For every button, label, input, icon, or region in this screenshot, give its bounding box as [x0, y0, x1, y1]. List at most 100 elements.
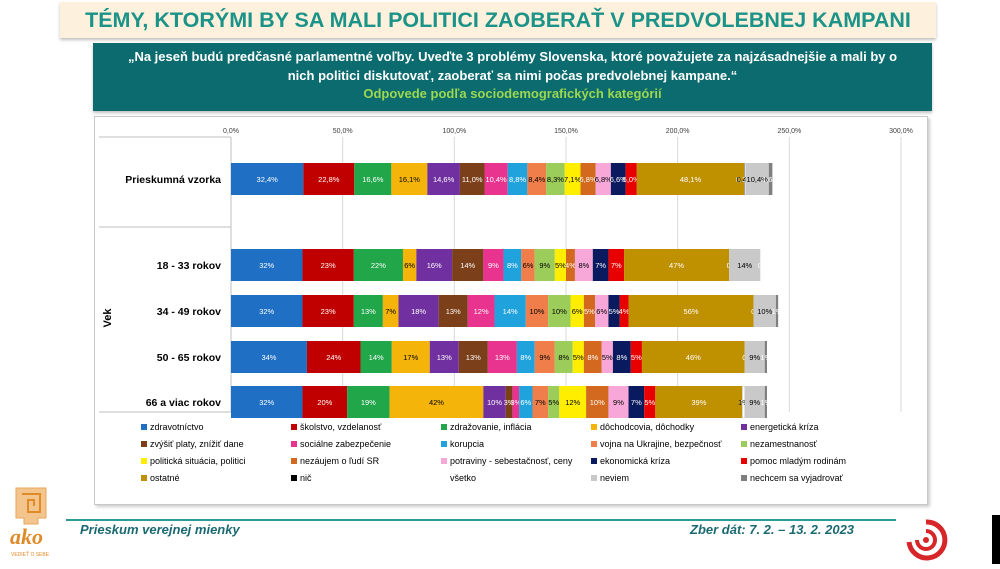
footer-divider [66, 519, 896, 521]
bar-segment [580, 163, 596, 195]
x-tick-label: 200,0% [666, 128, 690, 135]
data-label: 10,4% [485, 175, 507, 184]
bar-segment [583, 295, 596, 327]
data-label: 9% [749, 353, 760, 362]
data-label: 10% [552, 307, 567, 316]
bar-segment [507, 163, 528, 195]
legend-label: politická situácia, politici [150, 456, 246, 466]
bar-segment [583, 341, 602, 373]
bar-segment [503, 249, 522, 281]
x-tick-label: 150,0% [554, 128, 578, 135]
x-tick-label: 250,0% [777, 128, 801, 135]
data-label: 19% [361, 398, 376, 407]
data-label: 7% [385, 307, 396, 316]
bar-segment [525, 295, 549, 327]
bar-segment [487, 341, 517, 373]
bar-segment [354, 163, 392, 195]
bar-segment [546, 163, 565, 195]
bar-segment [608, 249, 625, 281]
bar-segment [302, 295, 354, 327]
bar-segment [398, 295, 439, 327]
data-label: 7% [535, 398, 546, 407]
legend-swatch [291, 475, 297, 481]
bar-segment [559, 386, 587, 418]
bar-segment [554, 341, 573, 373]
logo-tagline: VEDIEŤ O SEBE [11, 550, 50, 558]
bar-segment [429, 341, 459, 373]
bar-segment [302, 386, 348, 418]
data-label: 12% [474, 307, 489, 316]
bar-segment [608, 295, 620, 327]
legend-swatch [291, 424, 297, 430]
data-label: 3% [510, 398, 521, 407]
legend-swatch [591, 424, 597, 430]
data-label: 8% [520, 353, 531, 362]
bar-segment [641, 341, 745, 373]
data-label: 14% [460, 261, 475, 270]
bar-segment [595, 163, 611, 195]
bar-segment [595, 295, 609, 327]
data-label: 13% [361, 307, 376, 316]
bar-segment [438, 295, 468, 327]
data-label: 4% [619, 307, 630, 316]
bar-segment [586, 386, 609, 418]
bar-segment [572, 341, 584, 373]
data-label: 9% [488, 261, 499, 270]
bar-segment [347, 386, 390, 418]
legend-label: zvýšiť platy, znížiť dane [150, 439, 244, 449]
data-label: 8% [578, 261, 589, 270]
legend-label: nezamestnanosť [750, 439, 818, 449]
bar-segment [353, 249, 403, 281]
bar-segment [768, 163, 773, 195]
bar-segment [483, 386, 506, 418]
data-label: 12% [565, 398, 580, 407]
bar-segment [601, 341, 613, 373]
bar-segment [532, 386, 549, 418]
bar-segment [775, 295, 779, 327]
data-label: 32% [259, 261, 274, 270]
data-label: 56% [684, 307, 699, 316]
bar-segment [753, 295, 776, 327]
bar-segment [619, 295, 629, 327]
data-label: 10% [757, 307, 772, 316]
bar-segment [402, 249, 417, 281]
bar-segment [467, 295, 495, 327]
data-label: 9% [749, 398, 760, 407]
data-label: 6% [523, 261, 534, 270]
data-label: 7,1% [564, 175, 581, 184]
data-label: 14,6% [433, 175, 455, 184]
bar-segment [353, 295, 383, 327]
bar-segment [516, 341, 535, 373]
data-label: 0% [758, 261, 769, 270]
data-label: 18% [411, 307, 426, 316]
bar-segment [484, 163, 508, 195]
bar-segment [744, 341, 765, 373]
data-label: 6,8% [595, 175, 612, 184]
category-label: Prieskumná vzorka [125, 174, 221, 186]
x-tick-label: 50,0% [333, 128, 353, 135]
question-box: „Na jeseň budú predčasné parlamentné voľ… [93, 43, 932, 111]
footer-survey-label: Prieskum verejnej mienky [80, 522, 240, 537]
data-label: 1% [772, 307, 783, 316]
bar-segment [521, 249, 535, 281]
legend-label: potraviny - sebestačnosť, ceny [450, 456, 573, 466]
legend-label: pomoc mladým rodinám [750, 456, 846, 466]
bar-segment [512, 386, 520, 418]
legend-swatch [291, 441, 297, 447]
bar-segment [382, 295, 399, 327]
data-label: 1,6% [762, 175, 779, 184]
data-label: 0,4% [737, 175, 754, 184]
data-label: 32% [259, 398, 274, 407]
bar-segment [608, 386, 629, 418]
bar-segment [360, 341, 392, 373]
data-label: 20% [317, 398, 332, 407]
data-label: 6% [404, 261, 415, 270]
bar-segment [231, 341, 307, 373]
stacked-bar-chart: 0,0% 50,0% 100,0% 150,0% 200,0% 250,0% 300,0% V… [99, 128, 913, 483]
bar-segment [389, 386, 484, 418]
data-label: 9% [539, 353, 550, 362]
legend-label: nechcem sa vyjadrovať [750, 473, 844, 483]
data-label: 34% [261, 353, 276, 362]
maze-head-icon [15, 487, 47, 525]
data-label: 42% [429, 398, 444, 407]
